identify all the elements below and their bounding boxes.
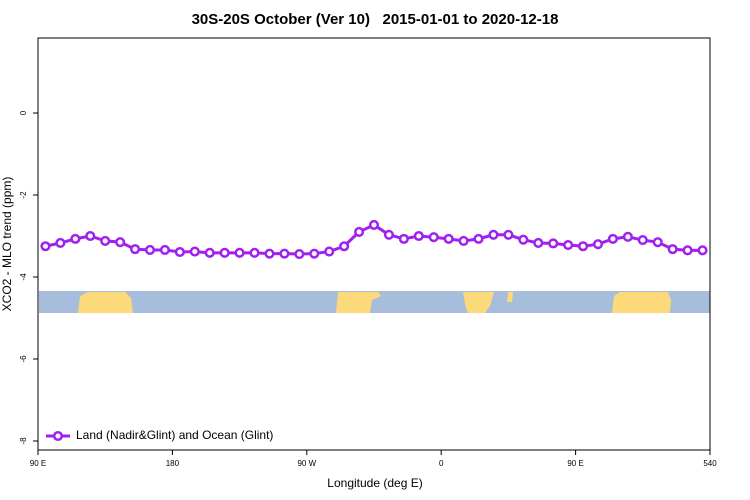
data-point [55,237,66,249]
data-point [518,234,529,245]
legend-label: Land (Nadir&Glint) and Ocean (Glint) [76,428,273,442]
data-point [130,244,141,255]
data-point [174,246,185,258]
data-point [443,233,454,244]
y-tick-label: -6 [19,355,28,363]
data-point [144,244,156,255]
data-point [159,244,170,255]
data-point [70,233,81,244]
data-point [428,232,439,243]
data-point [324,246,335,257]
x-tick-label: 90 W [297,459,316,468]
data-point [563,239,574,251]
data-point [354,226,365,237]
land-ocean-strip [39,291,710,313]
land-area [336,292,381,313]
x-tick-label: 540 [703,459,717,468]
data-point [368,219,380,230]
x-tick-label: 0 [439,459,444,468]
plot-frame [37,37,711,451]
data-point [40,241,51,252]
data-point [339,241,350,252]
legend-marker [52,430,64,442]
data-point [189,246,200,257]
x-tick-label: 90 E [30,459,46,468]
data-point [249,247,260,258]
y-tick-label: 0 [19,110,28,115]
data-point [279,248,290,259]
data-point [413,230,424,242]
data-point [652,237,663,248]
data-point [697,245,708,256]
data-point [682,245,693,256]
data-point [637,235,648,246]
land-area [612,292,671,313]
data-point [548,238,559,249]
y-tick-label: -2 [19,191,28,199]
data-point [458,235,469,246]
data-point [607,233,618,244]
x-axis-label: Longitude (deg E) [327,476,422,490]
y-tick-label: -8 [19,437,28,445]
land-area [78,292,133,313]
data-point [533,237,544,249]
land-area [507,292,513,302]
data-point [85,230,96,242]
data-point [294,248,305,260]
data-point [398,233,409,244]
y-tick-label: -4 [19,273,28,281]
x-tick-label: 90 E [567,459,583,468]
x-tick-label: 180 [166,459,180,468]
data-point [473,233,484,244]
data-point [667,244,678,255]
data-point [503,229,514,240]
chart-title: 30S-20S October (Ver 10) 2015-01-01 to 2… [192,11,559,28]
data-point [383,229,394,240]
y-axis-label: XCO2 - MLO trend (ppm) [0,177,14,312]
data-point [115,237,126,248]
data-point [234,247,245,258]
data-point [592,239,604,250]
data-point [622,231,633,242]
ocean-band [39,291,710,313]
data-point [488,229,499,240]
land-area [463,292,494,313]
data-point [578,241,589,252]
data-point [100,235,111,246]
data-point [219,247,230,258]
data-point [309,248,320,259]
data-point [264,248,275,259]
data-point [204,247,215,258]
